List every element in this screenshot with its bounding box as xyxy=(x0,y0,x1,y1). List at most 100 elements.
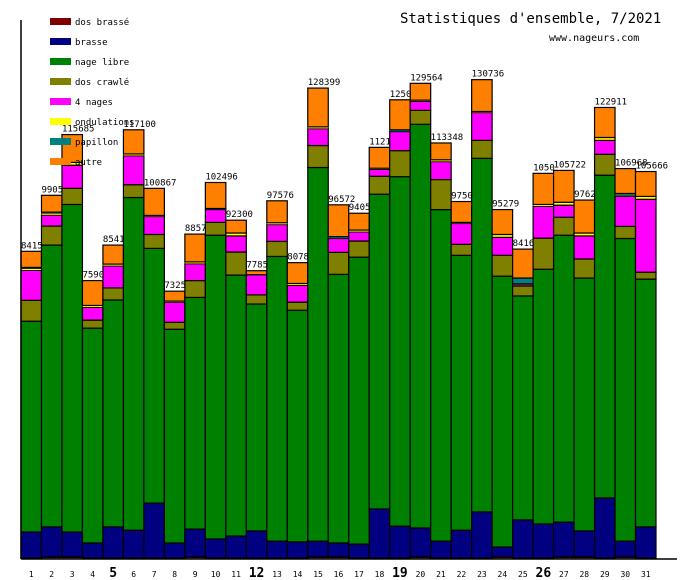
bar-segment-dos-crawlé-day-28 xyxy=(573,258,596,279)
bar-segment-4-nages-day-2 xyxy=(40,214,63,227)
bar-segment-papillon-day-25 xyxy=(512,277,534,285)
bar-segment-4-nages-day-10 xyxy=(204,208,227,223)
bar-segment-brasse-day-19 xyxy=(389,525,411,559)
x-tick-labels: 1 2 3 4 5 6 7 8 9 10 11 12 13 14 15 16 17 18 19 20 21 22 23 24 2… xyxy=(29,566,651,580)
bar-segment-4-nages-day-26 xyxy=(532,205,555,239)
total-label-day-21: 113348 xyxy=(431,133,464,143)
bar-segment-4-nages-day-31 xyxy=(634,198,657,273)
legend-label-autre: autre xyxy=(75,158,102,168)
bar-segment-nage-libre-day-3 xyxy=(61,203,84,533)
bar-segment-nage-libre-day-13 xyxy=(266,255,288,542)
bar-segment-autre-day-13 xyxy=(266,200,288,224)
bar-segment-brasse-day-23 xyxy=(471,511,493,559)
bar-segment-brasse-day-28 xyxy=(573,530,596,558)
bar-segment-brasse-day-27 xyxy=(552,521,575,558)
total-label-day-31: 105666 xyxy=(636,162,669,172)
bar-segment-dos-crawlé-day-23 xyxy=(471,139,493,159)
bar-segment-dos-crawlé-day-9 xyxy=(184,279,206,299)
bar-segment-brasse-day-2 xyxy=(40,526,63,558)
bar-segment-brasse-day-6 xyxy=(122,529,145,559)
bar-segment-dos-crawlé-day-11 xyxy=(225,251,247,276)
legend-swatch-brasse xyxy=(50,38,71,45)
x-tick-day-6: 6 xyxy=(131,570,136,579)
total-label-day-1: 8415 xyxy=(21,241,43,251)
x-tick-day-13: 13 xyxy=(272,570,282,579)
bar-segment-dos-crawlé-day-15 xyxy=(307,144,329,169)
bar-segment-nage-libre-day-21 xyxy=(430,208,452,542)
bar-segment-dos-crawlé-day-14 xyxy=(286,301,309,311)
x-tick-day-16: 16 xyxy=(334,570,344,579)
x-tick-day-30: 30 xyxy=(620,570,630,579)
bar-segment-nage-libre-day-17 xyxy=(348,256,370,545)
bar-segment-4-nages-day-30 xyxy=(614,195,637,228)
bar-segment-autre-day-14 xyxy=(286,262,309,285)
bar-segment-autre-day-22 xyxy=(450,200,473,223)
bar-segment-4-nages-day-21 xyxy=(430,161,452,181)
legend-label-brasse: brasse xyxy=(75,38,108,48)
legend-label-papillon: papillon xyxy=(75,138,118,148)
bar-segment-autre-day-21 xyxy=(430,142,452,161)
bar-segment-brasse-day-10 xyxy=(204,538,227,559)
bar-segment-nage-libre-day-23 xyxy=(471,157,493,513)
bar-segment-nage-libre-day-31 xyxy=(634,278,657,528)
bar-segment-dos-crawlé-day-7 xyxy=(143,233,165,249)
legend-swatch-nage-libre xyxy=(50,58,71,65)
total-label-day-7: 100867 xyxy=(144,178,177,188)
x-tick-day-25: 25 xyxy=(518,570,528,579)
legend-swatch-4-nages xyxy=(50,98,71,105)
total-label-day-13: 97576 xyxy=(267,191,294,201)
x-tick-day-5: 5 xyxy=(109,566,117,580)
bar-segment-4-nages-day-27 xyxy=(552,204,575,218)
bar-segment-autre-day-17 xyxy=(348,212,370,231)
bar-segment-nage-libre-day-15 xyxy=(307,166,329,542)
bar-segment-nage-libre-day-29 xyxy=(593,174,616,499)
total-label-day-5: 8541 xyxy=(103,235,125,245)
legend-swatch-dos-brassé xyxy=(50,18,71,25)
bar-segment-4-nages-day-4 xyxy=(81,306,104,321)
bar-segment-nage-libre-day-20 xyxy=(409,123,432,529)
bar-segment-nage-libre-day-10 xyxy=(204,234,227,540)
legend-swatch-autre xyxy=(50,158,71,165)
total-label-day-26: 1050 xyxy=(533,163,555,173)
bar-segment-dos-crawlé-day-22 xyxy=(450,243,473,256)
x-tick-day-22: 22 xyxy=(457,570,467,579)
bar-segment-autre-day-26 xyxy=(532,172,555,206)
bar-segment-4-nages-day-23 xyxy=(471,111,493,142)
legend: dos brassé brasse nage libre dos crawlé 4 na… xyxy=(50,17,135,168)
bar-segment-4-nages-day-14 xyxy=(286,284,309,303)
total-label-day-30: 106968 xyxy=(615,159,648,169)
bar-segment-nage-libre-day-27 xyxy=(552,234,575,523)
bar-segment-4-nages-day-7 xyxy=(143,215,165,236)
bar-segment-4-nages-day-28 xyxy=(573,235,596,260)
bar-segment-dos-crawlé-day-19 xyxy=(389,150,411,178)
bar-segment-4-nages-day-9 xyxy=(184,263,206,282)
bar-segment-nage-libre-day-2 xyxy=(40,244,63,528)
bar-segment-brasse-day-14 xyxy=(286,541,309,559)
bar-segment-autre-day-23 xyxy=(471,79,493,113)
bar-segment-autre-day-9 xyxy=(184,233,206,263)
total-label-day-20: 129564 xyxy=(410,73,443,83)
bar-segment-autre-day-29 xyxy=(593,106,616,139)
legend-label-dos-crawlé: dos crawlé xyxy=(75,77,129,88)
legend-swatch-dos-crawlé xyxy=(50,78,71,85)
total-label-day-24: 95279 xyxy=(492,200,519,210)
bar-segment-brasse-day-3 xyxy=(61,531,84,558)
bar-segment-dos-crawlé-day-31 xyxy=(634,271,657,280)
bar-segment-4-nages-day-8 xyxy=(163,301,186,323)
bar-segment-dos-crawlé-day-16 xyxy=(327,251,350,275)
total-label-day-8: 7325 xyxy=(164,281,186,291)
bar-segment-nage-libre-day-24 xyxy=(491,275,514,548)
bar-segment-brasse-day-9 xyxy=(184,528,206,558)
bar-segment-nage-libre-day-11 xyxy=(225,274,247,537)
x-tick-day-8: 8 xyxy=(172,570,177,579)
bar-segment-4-nages-day-29 xyxy=(593,139,616,155)
bar-segment-autre-day-1 xyxy=(20,250,43,269)
bar-segment-autre-day-30 xyxy=(614,167,637,195)
total-label-day-4: 7590 xyxy=(82,271,104,281)
x-tick-day-24: 24 xyxy=(498,570,508,579)
bar-segment-dos-crawlé-day-6 xyxy=(122,184,145,199)
bar-segment-nage-libre-day-9 xyxy=(184,296,206,530)
x-tick-day-18: 18 xyxy=(375,570,385,579)
bar-segment-4-nages-day-20 xyxy=(409,100,432,111)
